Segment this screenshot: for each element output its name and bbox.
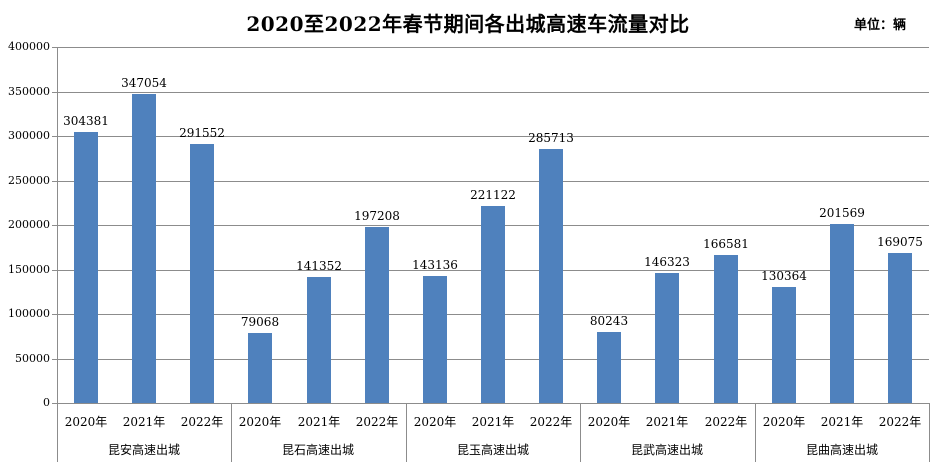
bar (248, 333, 272, 403)
bar (714, 255, 738, 403)
x-axis-year-label: 2022年 (704, 415, 748, 429)
y-axis-tick (52, 225, 57, 226)
bar (132, 94, 156, 403)
y-gridline (57, 47, 929, 48)
bar-value-label: 201569 (819, 206, 865, 220)
y-axis-tick-label: 400000 (8, 40, 50, 53)
bar-value-label: 347054 (121, 76, 167, 90)
bar-value-label: 304381 (63, 114, 109, 128)
y-axis-tick (52, 92, 57, 93)
bar (597, 332, 621, 403)
y-gridline (57, 92, 929, 93)
x-axis-year-label: 2021年 (471, 415, 515, 429)
bar-value-label: 285713 (528, 131, 574, 145)
bar-value-label: 221122 (470, 188, 516, 202)
bar-value-label: 143136 (412, 258, 458, 272)
bar (190, 144, 214, 403)
category-separator (57, 403, 58, 462)
bar (481, 206, 505, 403)
y-axis-tick-label: 50000 (15, 352, 50, 365)
bar (655, 273, 679, 403)
bar-value-label: 169075 (877, 235, 923, 249)
x-axis-group-label: 昆石高速出城 (281, 443, 354, 457)
unit-label: 单位：辆 (853, 18, 906, 33)
x-axis-year-label: 2020年 (413, 415, 457, 429)
category-separator (580, 403, 581, 462)
y-gridline (57, 136, 929, 137)
y-axis-tick-label: 300000 (8, 129, 50, 142)
y-axis-tick-label: 250000 (8, 174, 50, 187)
bar-value-label: 80243 (589, 314, 629, 328)
category-separator (929, 403, 930, 462)
bar-value-label: 166581 (703, 237, 749, 251)
x-axis-year-label: 2021年 (820, 415, 864, 429)
y-axis-line (57, 47, 58, 462)
y-axis-tick (52, 136, 57, 137)
x-axis-year-label: 2020年 (64, 415, 108, 429)
x-axis-year-label: 2022年 (180, 415, 224, 429)
bar-value-label: 146323 (644, 255, 690, 269)
x-axis-group-label: 昆曲高速出城 (805, 443, 878, 457)
category-separator (406, 403, 407, 462)
bar-value-label: 141352 (296, 259, 342, 273)
bar (539, 149, 563, 403)
y-axis-tick (52, 47, 57, 48)
x-axis-year-label: 2021年 (297, 415, 341, 429)
y-gridline (57, 403, 929, 404)
x-axis-year-label: 2022年 (878, 415, 922, 429)
category-separator (231, 403, 232, 462)
y-axis-tick-label: 200000 (8, 218, 50, 231)
x-axis-group-label: 昆安高速出城 (107, 443, 180, 457)
bar (830, 224, 854, 403)
bar-value-label: 130364 (761, 269, 807, 283)
bar (423, 276, 447, 403)
x-axis-year-label: 2020年 (587, 415, 631, 429)
x-axis-year-label: 2022年 (529, 415, 573, 429)
y-gridline (57, 181, 929, 182)
x-axis-group-label: 昆玉高速出城 (456, 443, 529, 457)
x-axis-group-label: 昆武高速出城 (630, 443, 703, 457)
y-axis-tick (52, 314, 57, 315)
y-axis-tick-label: 350000 (8, 85, 50, 98)
y-axis-tick (52, 359, 57, 360)
x-axis-year-label: 2022年 (355, 415, 399, 429)
x-axis-year-label: 2020年 (238, 415, 282, 429)
y-axis-tick (52, 181, 57, 182)
bar (74, 132, 98, 403)
bar-value-label: 79068 (240, 315, 280, 329)
bar (365, 227, 389, 403)
bar (772, 287, 796, 403)
y-axis-tick-label: 150000 (8, 263, 50, 276)
x-axis-year-label: 2021年 (645, 415, 689, 429)
y-axis-tick (52, 403, 57, 404)
y-axis-tick (52, 270, 57, 271)
chart-title: 2020至2022年春节期间各出城高速车流量对比 (246, 12, 690, 36)
y-axis-tick-label: 100000 (8, 307, 50, 320)
category-separator (755, 403, 756, 462)
bar (888, 253, 912, 403)
bar (307, 277, 331, 403)
y-axis-tick-label: 0 (43, 396, 50, 409)
bar-value-label: 197208 (354, 209, 400, 223)
bar-value-label: 291552 (179, 126, 225, 140)
x-axis-year-label: 2021年 (122, 415, 166, 429)
x-axis-year-label: 2020年 (762, 415, 806, 429)
